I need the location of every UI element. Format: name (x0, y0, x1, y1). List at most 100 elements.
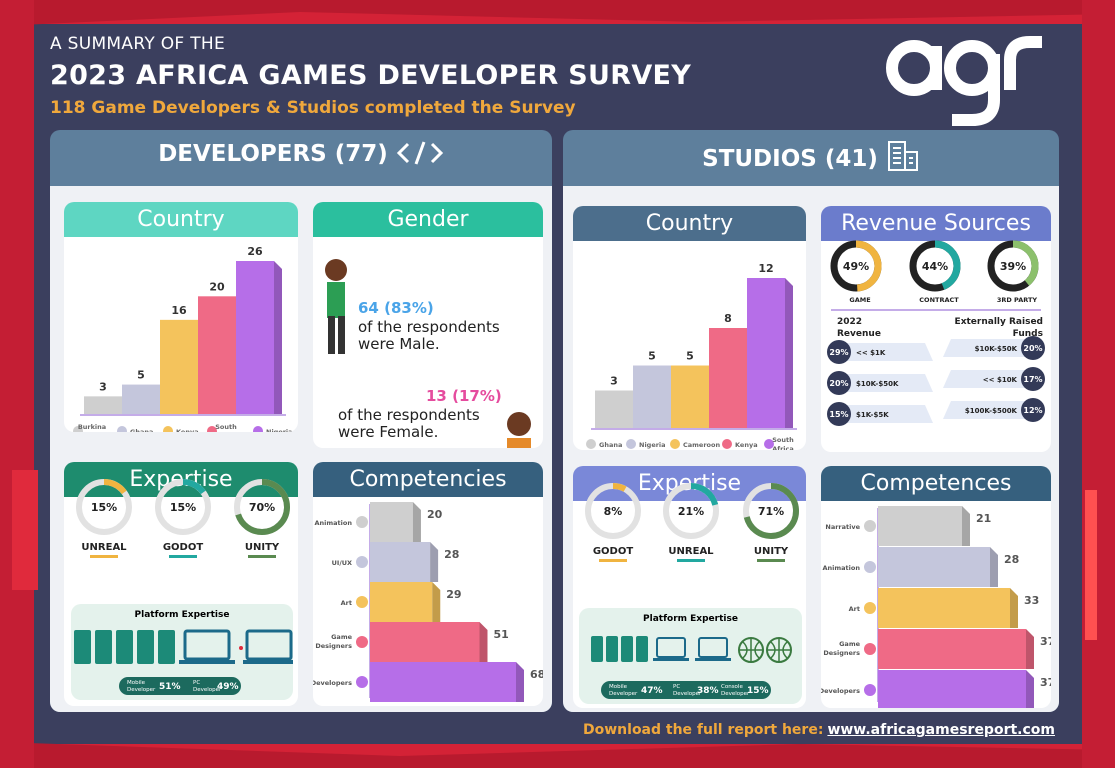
donut-arc (234, 479, 290, 535)
bar (878, 506, 962, 546)
revenue-2022-heading: Revenue (837, 329, 881, 339)
donut-arc (743, 483, 799, 539)
bar (198, 296, 236, 414)
dev-country-title: Country (64, 202, 298, 237)
bar (709, 328, 747, 428)
header-tagline: 118 Game Developers & Studios completed … (50, 98, 576, 118)
bar-side (1026, 629, 1034, 669)
legend-dot (586, 439, 596, 449)
studio-competences-title: Competences (821, 466, 1051, 501)
data-label: 68 (530, 668, 543, 681)
dev-competencies-title: Competencies (313, 462, 543, 497)
category-label: Art (341, 599, 352, 607)
dev-platform-value: 49% (217, 682, 239, 692)
studio-country-card: Country 3 5 5 8 12 Ghana Nigeria Cameroon Kenya S… (573, 206, 806, 450)
bar (633, 365, 671, 428)
studio-expertise-chart: 8% GODOT 21% UNREAL 71% UNITY (585, 483, 799, 562)
legend-label: Burkina (78, 423, 106, 431)
funds-row-band (943, 339, 1029, 357)
dev-expertise-chart: 15% UNREAL 15% GODOT 70% UNITY (76, 479, 290, 558)
studio-country-chart: 3 5 5 8 12 Ghana Nigeria Cameroon Kenya SouthAfri… (586, 262, 797, 450)
donut-arc (987, 240, 1039, 292)
category-label: UI/UX (332, 559, 352, 567)
legend-dot (207, 426, 217, 432)
data-label: 29 (446, 588, 461, 601)
bar (878, 670, 1026, 708)
studio-competences-chart: 21 Narrative 28 Animation 33 Art 37 GameDesigne… (821, 506, 1051, 708)
revenue-range: $10K-$50K (856, 380, 899, 388)
category-label: Developers (821, 687, 860, 695)
bar (370, 662, 516, 702)
bar (160, 319, 198, 414)
legend-label: Nigeria (266, 428, 293, 432)
female-text: of the respondents were Female. (338, 406, 480, 441)
donut-arc (663, 483, 719, 539)
data-label: 28 (1004, 553, 1019, 566)
funds-row-band (943, 401, 1029, 419)
legend-dot (864, 561, 876, 573)
header-subtitle: A SUMMARY OF THE (50, 34, 226, 54)
legend-dot (626, 439, 636, 449)
legend-dot (670, 439, 680, 449)
data-label: 26 (247, 245, 263, 258)
legend-dot (864, 520, 876, 532)
bar-side (962, 506, 970, 546)
dev-platform-legend: Mobile Developer 51% PC Developer 49% (119, 677, 241, 695)
bar-side (1010, 588, 1018, 628)
studio-platform-label: Developer (609, 691, 638, 697)
donut-label-bar (90, 555, 118, 558)
phones-and-laptops-icon (74, 629, 293, 664)
data-label: 5 (137, 369, 145, 382)
bar-side (990, 547, 998, 587)
donut-label-bar (169, 555, 197, 558)
legend-dot (117, 426, 127, 432)
dev-country-chart: 35162026BurkinaFasoGhanaKenyaSouthAfrica… (73, 245, 293, 432)
gender-card: Gender 64 (83%) of the respondents were M… (313, 202, 543, 448)
studio-platform-panel: Platform Expertise Mobile Developer 47% … (579, 608, 802, 704)
donut-arc (155, 479, 211, 535)
studio-competences-card: Competences 21 Narrative 28 Animation 33 Art 3… (821, 466, 1051, 708)
dev-platform-label: Developer (193, 687, 222, 693)
building-icon (887, 141, 918, 171)
donut-value: 44% (922, 260, 948, 273)
revenue-card: Revenue Sources 49%GAMEREVENUE44%CONTRAC… (821, 206, 1051, 452)
donut-label: GODOT (593, 546, 634, 557)
pct-badge (1021, 398, 1045, 422)
revenue-title: Revenue Sources (821, 206, 1051, 241)
donut-label: UNREAL (81, 542, 127, 553)
bar (84, 396, 122, 414)
dev-expertise-card: Expertise 15% UNREAL 15% GODOT 70% UNITY Plat… (64, 462, 298, 706)
legend-label: Nigeria (639, 441, 666, 449)
category-label: Designers (823, 649, 860, 657)
bar-side (1026, 670, 1034, 708)
pct-badge (827, 371, 851, 395)
pct-badge (827, 340, 851, 364)
donut-arc (76, 479, 132, 535)
funds-row-band (943, 370, 1029, 388)
external-funds-heading: Externally Raised (955, 317, 1043, 327)
data-label: 12 (758, 262, 773, 275)
bar (671, 365, 709, 428)
category-label: Developers (313, 679, 352, 687)
pct-badge (827, 402, 851, 426)
report-link[interactable]: www.africagamesreport.com (827, 722, 1055, 738)
legend-label: Kenya (735, 441, 758, 449)
studio-platform-legend: Mobile Developer 47% PC Developer 38% Co… (601, 681, 771, 699)
pct-value: 17% (1023, 375, 1042, 384)
legend-label: South (772, 436, 794, 444)
bar (747, 278, 785, 428)
data-label: 33 (1024, 594, 1039, 607)
donut-label-bar (599, 559, 627, 562)
legend-label: Cameroon (683, 441, 720, 449)
dev-country-card: Country 35162026BurkinaFasoGhanaKenyaSou… (64, 202, 298, 432)
bar (122, 384, 160, 414)
legend-dot (356, 596, 368, 608)
revenue-row-band (843, 405, 933, 423)
donut-arc (830, 240, 882, 292)
legend-label: Africa (772, 445, 794, 450)
legend-label: Ghana (130, 428, 153, 432)
donut-value: 71% (758, 505, 784, 518)
studio-platform-label: Mobile (609, 684, 628, 690)
